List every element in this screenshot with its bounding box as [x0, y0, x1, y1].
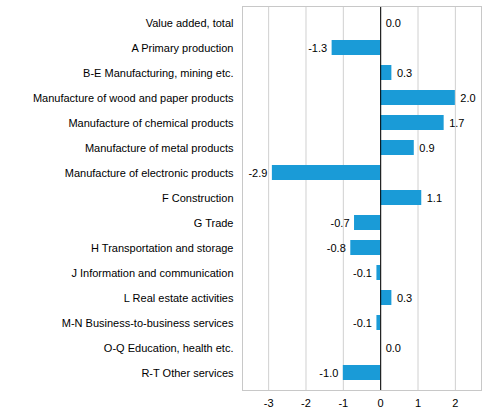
svg-text:-1.0: -1.0: [319, 367, 338, 379]
svg-text:-2: -2: [301, 397, 311, 409]
svg-text:-0.1: -0.1: [353, 317, 372, 329]
svg-text:L Real estate activities: L Real estate activities: [124, 292, 234, 304]
svg-text:1.1: 1.1: [427, 192, 442, 204]
svg-text:Value added, total: Value added, total: [146, 17, 234, 29]
svg-text:-3: -3: [264, 397, 274, 409]
svg-text:Manufacture of metal products: Manufacture of metal products: [85, 142, 234, 154]
svg-text:G Trade: G Trade: [194, 217, 234, 229]
svg-text:0.3: 0.3: [397, 67, 412, 79]
svg-text:0.9: 0.9: [419, 142, 434, 154]
svg-text:H Transportation and storage: H Transportation and storage: [91, 242, 233, 254]
svg-text:-1.3: -1.3: [308, 42, 327, 54]
svg-text:Manufacture of wood and paper: Manufacture of wood and paper products: [33, 92, 234, 104]
svg-text:1.7: 1.7: [449, 117, 464, 129]
svg-text:0: 0: [378, 397, 384, 409]
svg-text:R-T Other services: R-T Other services: [141, 367, 234, 379]
svg-text:B-E Manufacturing, mining etc.: B-E Manufacturing, mining etc.: [83, 67, 233, 79]
svg-text:-2.9: -2.9: [248, 167, 267, 179]
svg-text:A Primary production: A Primary production: [131, 42, 233, 54]
svg-text:F Construction: F Construction: [162, 192, 234, 204]
svg-text:M-N Business-to-business servi: M-N Business-to-business services: [62, 317, 234, 329]
svg-text:0.0: 0.0: [386, 342, 401, 354]
svg-text:-1: -1: [338, 397, 348, 409]
svg-text:O-Q Education, health etc.: O-Q Education, health etc.: [104, 342, 234, 354]
svg-text:-0.8: -0.8: [327, 242, 346, 254]
svg-text:Manufacture of chemical produc: Manufacture of chemical products: [68, 117, 234, 129]
svg-text:J Information and communicatio: J Information and communication: [71, 267, 233, 279]
svg-text:2: 2: [452, 397, 458, 409]
svg-text:2.0: 2.0: [460, 92, 475, 104]
svg-text:0.3: 0.3: [397, 292, 412, 304]
svg-text:Manufacture of electronic prod: Manufacture of electronic products: [65, 167, 234, 179]
svg-text:0.0: 0.0: [386, 17, 401, 29]
svg-text:1: 1: [415, 397, 421, 409]
svg-text:-0.7: -0.7: [331, 217, 350, 229]
svg-text:-0.1: -0.1: [353, 267, 372, 279]
